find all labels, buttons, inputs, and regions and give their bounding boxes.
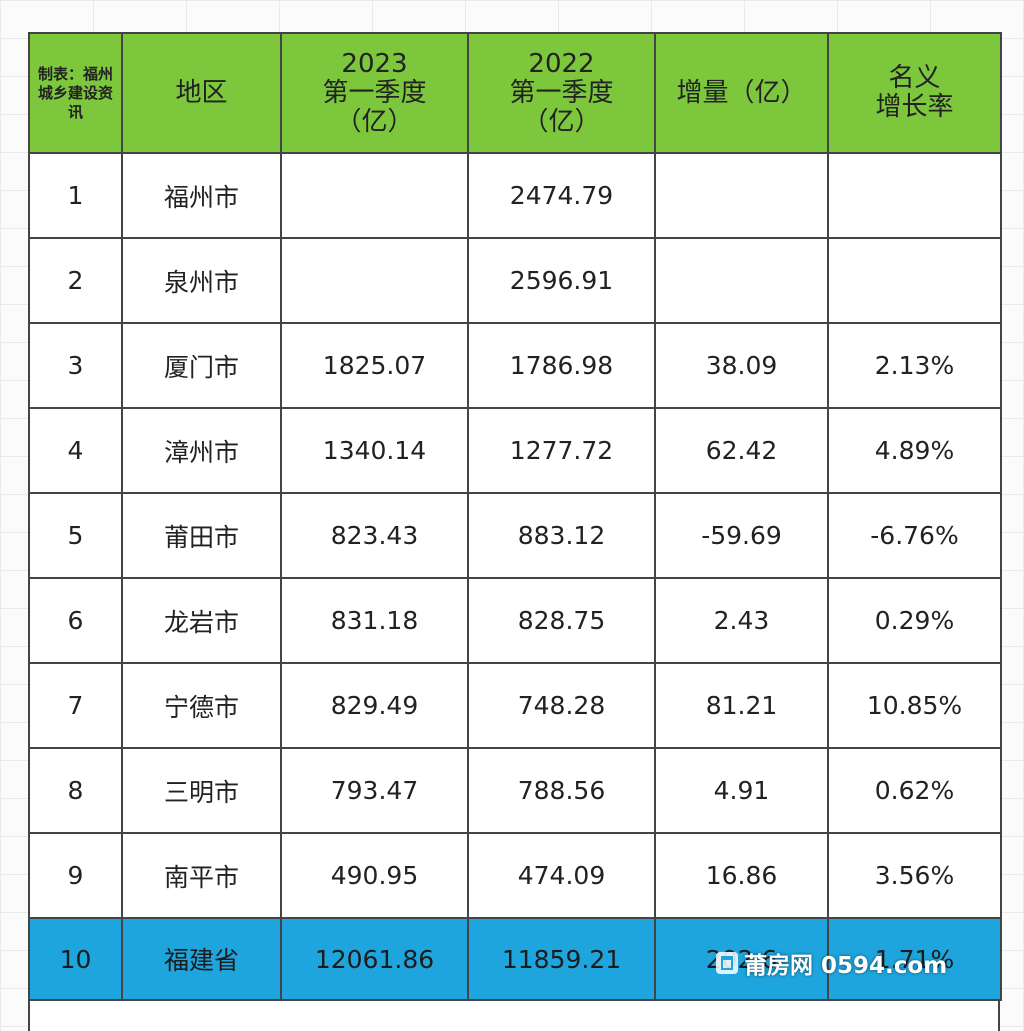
watermark-text: 莆房网 0594.com (744, 953, 948, 979)
increase-cell (654, 152, 829, 239)
q1-2023-cell: 793.47 (280, 747, 469, 834)
increase-header: 增量（亿） (654, 32, 829, 154)
trailing-empty-row (28, 1001, 1000, 1031)
increase-cell: 38.09 (654, 322, 829, 409)
increase-cell: 81.21 (654, 662, 829, 749)
table-row: 6 龙岩市 831.18 828.75 2.43 0.29% (28, 577, 1002, 664)
increase-cell: 4.91 (654, 747, 829, 834)
q1-2023-cell: 12061.86 (280, 917, 469, 1001)
q1-2022-cell: 11859.21 (467, 917, 656, 1001)
region-cell: 福州市 (121, 152, 282, 239)
growth-rate-cell: 2.13% (827, 322, 1002, 409)
gdp-table-sheet: 制表：福州城乡建设资讯 地区 2023 第一季度 （亿） 2022 第一季度 （… (28, 32, 1002, 1031)
table-row: 5 莆田市 823.43 883.12 -59.69 -6.76% (28, 492, 1002, 579)
growth-rate-cell (827, 152, 1002, 239)
q1-2022-cell: 748.28 (467, 662, 656, 749)
rank-cell: 5 (28, 492, 123, 579)
q1-2022-cell: 788.56 (467, 747, 656, 834)
rank-cell: 6 (28, 577, 123, 664)
table-row: 8 三明市 793.47 788.56 4.91 0.62% (28, 747, 1002, 834)
region-cell: 福建省 (121, 917, 282, 1001)
q1-2022-cell: 883.12 (467, 492, 656, 579)
region-header: 地区 (121, 32, 282, 154)
growth-rate-cell: 0.62% (827, 747, 1002, 834)
q1-2022-cell: 2596.91 (467, 237, 656, 324)
q1-2022-cell: 1786.98 (467, 322, 656, 409)
increase-cell: 202.6 (654, 917, 829, 1001)
rank-cell: 3 (28, 322, 123, 409)
rank-cell: 4 (28, 407, 123, 494)
table-row: 9 南平市 490.95 474.09 16.86 3.56% (28, 832, 1002, 919)
region-cell: 泉州市 (121, 237, 282, 324)
table-row: 3 厦门市 1825.07 1786.98 38.09 2.13% (28, 322, 1002, 409)
table-row: 2 泉州市 2596.91 (28, 237, 1002, 324)
rank-cell: 9 (28, 832, 123, 919)
q1-2022-cell: 1277.72 (467, 407, 656, 494)
q1-2023-cell (280, 152, 469, 239)
rank-cell: 10 (28, 917, 123, 1001)
increase-cell: 16.86 (654, 832, 829, 919)
growth-rate-cell: -6.76% (827, 492, 1002, 579)
rank-cell: 2 (28, 237, 123, 324)
growth-rate-cell: 4.89% (827, 407, 1002, 494)
increase-cell (654, 237, 829, 324)
growth-rate-cell: 1.71% (827, 917, 1002, 1001)
table-row: 7 宁德市 829.49 748.28 81.21 10.85% (28, 662, 1002, 749)
header-row: 制表：福州城乡建设资讯 地区 2023 第一季度 （亿） 2022 第一季度 （… (28, 32, 1002, 154)
q1-2023-cell (280, 237, 469, 324)
province-total-row: 10 福建省 12061.86 11859.21 202.6 1.71% (28, 917, 1002, 1001)
q1-2022-header: 2022 第一季度 （亿） (467, 32, 656, 154)
maker-credit-header: 制表：福州城乡建设资讯 (28, 32, 123, 154)
q1-2023-header: 2023 第一季度 （亿） (280, 32, 469, 154)
rank-cell: 1 (28, 152, 123, 239)
table-row: 4 漳州市 1340.14 1277.72 62.42 4.89% (28, 407, 1002, 494)
growth-rate-header: 名义 增长率 (827, 32, 1002, 154)
growth-rate-cell: 0.29% (827, 577, 1002, 664)
region-cell: 莆田市 (121, 492, 282, 579)
growth-rate-cell (827, 237, 1002, 324)
increase-cell: 62.42 (654, 407, 829, 494)
q1-2022-cell: 474.09 (467, 832, 656, 919)
q1-2022-cell: 828.75 (467, 577, 656, 664)
increase-cell: 2.43 (654, 577, 829, 664)
q1-2023-cell: 1340.14 (280, 407, 469, 494)
growth-rate-cell: 3.56% (827, 832, 1002, 919)
house-logo-icon (716, 952, 738, 974)
region-cell: 厦门市 (121, 322, 282, 409)
region-cell: 龙岩市 (121, 577, 282, 664)
rank-cell: 8 (28, 747, 123, 834)
q1-2022-cell: 2474.79 (467, 152, 656, 239)
site-watermark: 莆房网 0594.com (716, 946, 947, 980)
region-cell: 宁德市 (121, 662, 282, 749)
region-cell: 南平市 (121, 832, 282, 919)
growth-rate-cell: 10.85% (827, 662, 1002, 749)
table-row: 1 福州市 2474.79 (28, 152, 1002, 239)
q1-2023-cell: 490.95 (280, 832, 469, 919)
region-cell: 漳州市 (121, 407, 282, 494)
rank-cell: 7 (28, 662, 123, 749)
gdp-table: 制表：福州城乡建设资讯 地区 2023 第一季度 （亿） 2022 第一季度 （… (28, 32, 1002, 1001)
q1-2023-cell: 831.18 (280, 577, 469, 664)
q1-2023-cell: 829.49 (280, 662, 469, 749)
q1-2023-cell: 823.43 (280, 492, 469, 579)
q1-2023-cell: 1825.07 (280, 322, 469, 409)
region-cell: 三明市 (121, 747, 282, 834)
increase-cell: -59.69 (654, 492, 829, 579)
